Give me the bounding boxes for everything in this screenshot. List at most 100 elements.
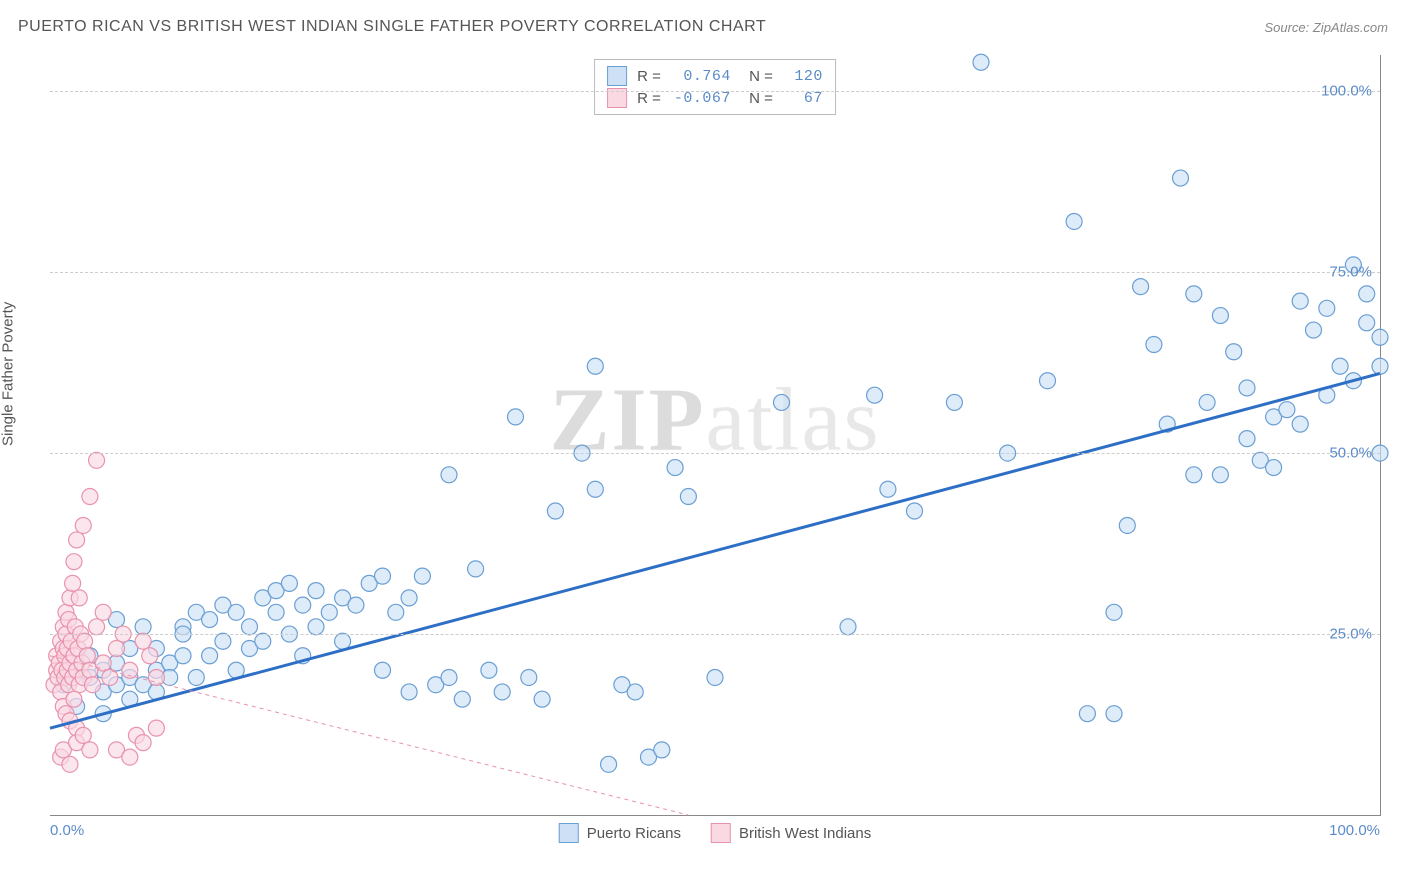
y-axis-label: Single Father Poverty bbox=[0, 302, 17, 446]
data-point bbox=[468, 561, 484, 577]
data-point bbox=[1079, 706, 1095, 722]
data-point bbox=[135, 633, 151, 649]
n-value: 120 bbox=[783, 68, 823, 85]
data-point bbox=[1133, 279, 1149, 295]
data-point bbox=[268, 604, 284, 620]
data-point bbox=[281, 575, 297, 591]
data-point bbox=[308, 619, 324, 635]
data-point bbox=[175, 648, 191, 664]
data-point bbox=[82, 742, 98, 758]
data-point bbox=[95, 604, 111, 620]
data-point bbox=[348, 597, 364, 613]
data-point bbox=[494, 684, 510, 700]
data-point bbox=[627, 684, 643, 700]
data-point bbox=[71, 590, 87, 606]
data-point bbox=[375, 568, 391, 584]
data-point bbox=[601, 756, 617, 772]
data-point bbox=[135, 735, 151, 751]
data-point bbox=[946, 394, 962, 410]
data-point bbox=[321, 604, 337, 620]
data-point bbox=[1106, 706, 1122, 722]
data-point bbox=[1226, 344, 1242, 360]
legend-swatch bbox=[607, 66, 627, 86]
data-point bbox=[308, 583, 324, 599]
data-point bbox=[1359, 286, 1375, 302]
data-point bbox=[75, 727, 91, 743]
data-point bbox=[680, 489, 696, 505]
data-point bbox=[667, 460, 683, 476]
data-point bbox=[1372, 358, 1388, 374]
data-point bbox=[907, 503, 923, 519]
data-point bbox=[481, 662, 497, 678]
series-legend: Puerto Ricans British West Indians bbox=[559, 823, 872, 843]
data-point bbox=[295, 597, 311, 613]
data-point bbox=[202, 648, 218, 664]
ytick-label: 75.0% bbox=[1329, 264, 1372, 281]
data-point bbox=[1173, 170, 1189, 186]
data-point bbox=[1212, 467, 1228, 483]
data-point bbox=[1239, 380, 1255, 396]
data-point bbox=[1306, 322, 1322, 338]
data-point bbox=[148, 720, 164, 736]
legend-label: British West Indians bbox=[739, 825, 871, 842]
data-point bbox=[654, 742, 670, 758]
data-point bbox=[95, 655, 111, 671]
data-point bbox=[65, 575, 81, 591]
data-point bbox=[401, 590, 417, 606]
data-point bbox=[255, 633, 271, 649]
ytick-label: 50.0% bbox=[1329, 445, 1372, 462]
data-point bbox=[1106, 604, 1122, 620]
data-point bbox=[707, 669, 723, 685]
data-point bbox=[85, 677, 101, 693]
data-point bbox=[1186, 286, 1202, 302]
data-point bbox=[66, 554, 82, 570]
data-point bbox=[587, 481, 603, 497]
data-point bbox=[1359, 315, 1375, 331]
data-point bbox=[75, 517, 91, 533]
data-point bbox=[454, 691, 470, 707]
data-point bbox=[1332, 358, 1348, 374]
data-point bbox=[840, 619, 856, 635]
data-point bbox=[547, 503, 563, 519]
n-label: N = bbox=[741, 68, 773, 85]
data-point bbox=[202, 612, 218, 628]
chart-plot-area: ZIPatlas R =0.764 N =120R =-0.067 N =67 … bbox=[50, 55, 1381, 816]
source-credit: Source: ZipAtlas.com bbox=[1264, 20, 1388, 35]
ytick-label: 100.0% bbox=[1321, 83, 1372, 100]
data-point bbox=[1292, 416, 1308, 432]
data-point bbox=[1279, 402, 1295, 418]
data-point bbox=[1292, 293, 1308, 309]
data-point bbox=[89, 619, 105, 635]
data-point bbox=[142, 648, 158, 664]
data-point bbox=[66, 691, 82, 707]
data-point bbox=[1212, 308, 1228, 324]
xtick-label: 0.0% bbox=[50, 822, 84, 839]
data-point bbox=[1239, 431, 1255, 447]
data-point bbox=[77, 633, 93, 649]
data-point bbox=[135, 619, 151, 635]
data-point bbox=[335, 633, 351, 649]
data-point bbox=[1319, 300, 1335, 316]
data-point bbox=[1186, 467, 1202, 483]
data-point bbox=[188, 669, 204, 685]
legend-item: Puerto Ricans bbox=[559, 823, 681, 843]
data-point bbox=[69, 532, 85, 548]
data-point bbox=[1266, 460, 1282, 476]
data-point bbox=[388, 604, 404, 620]
data-point bbox=[62, 756, 78, 772]
xtick-label: 100.0% bbox=[1329, 822, 1380, 839]
data-point bbox=[521, 669, 537, 685]
data-point bbox=[1146, 337, 1162, 353]
data-point bbox=[1372, 329, 1388, 345]
data-point bbox=[148, 669, 164, 685]
data-point bbox=[1066, 213, 1082, 229]
data-point bbox=[508, 409, 524, 425]
data-point bbox=[587, 358, 603, 374]
ytick-label: 25.0% bbox=[1329, 626, 1372, 643]
data-point bbox=[1119, 517, 1135, 533]
data-point bbox=[867, 387, 883, 403]
data-point bbox=[973, 54, 989, 70]
data-point bbox=[375, 662, 391, 678]
data-point bbox=[441, 467, 457, 483]
legend-label: Puerto Ricans bbox=[587, 825, 681, 842]
